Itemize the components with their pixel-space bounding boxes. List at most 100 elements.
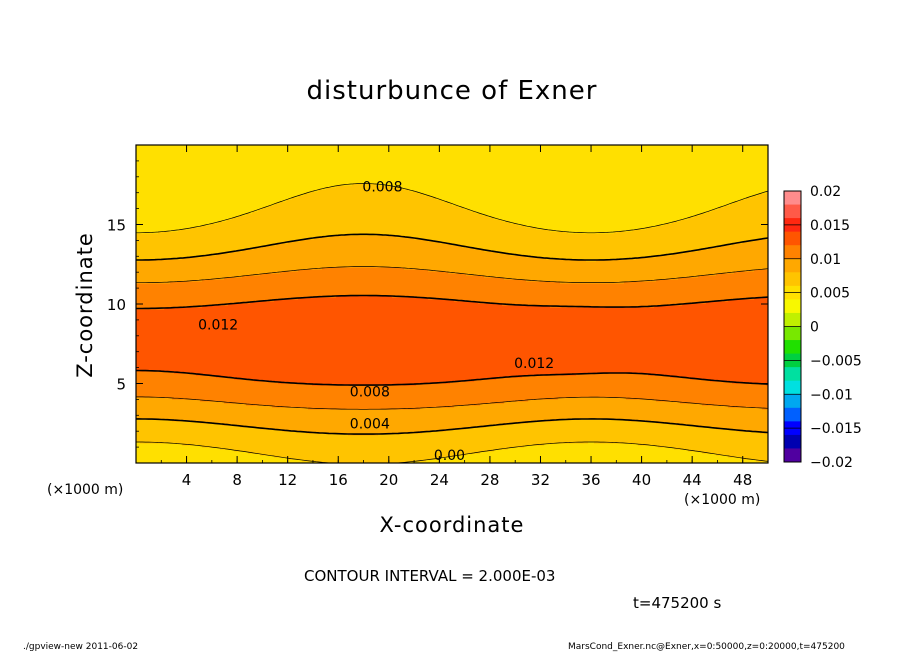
contour-fill-cell: [136, 343, 768, 346]
contour-fill-cell: [702, 451, 768, 454]
contour-fill-cell: [136, 311, 768, 314]
contour-fill-cell: [136, 337, 768, 340]
contour-fill-cell: [136, 243, 277, 246]
contour-fill-cell: [716, 427, 768, 430]
contour-fill-cell: [706, 211, 768, 214]
contour-fill-cell: [452, 203, 731, 206]
contour-fill-cell: [504, 401, 681, 404]
contour-fill-cell: [254, 379, 475, 382]
contour-fill-cell: [136, 341, 768, 344]
colorbar-swatch: [784, 299, 801, 314]
contour-fill-cell: [136, 429, 283, 432]
contour-fill-cell: [632, 229, 768, 232]
contour-fill-cell: [140, 259, 587, 262]
contour-fill-cell: [234, 377, 497, 380]
contour-fill-cell: [172, 397, 559, 400]
contour-fill-cell: [688, 449, 768, 452]
contour-fill-cell: [136, 217, 233, 220]
contour-fill-cell: [136, 283, 768, 286]
contour-fill-cell: [260, 273, 467, 276]
contour-fill-cell: [638, 443, 768, 446]
contour-fill-cell: [428, 297, 755, 300]
contour-fill-cell: [136, 323, 768, 326]
contour-fill-cell: [136, 273, 261, 276]
contour-fill-cell: [136, 409, 768, 412]
contour-fill-cell: [136, 349, 768, 352]
contour-fill-cell: [488, 215, 695, 218]
contour-labels: 0.008 0.012 0.012 0.008 0.004 0.00: [198, 179, 554, 464]
contour-fill-cell: [664, 223, 768, 226]
contour-fill-cell: [136, 187, 327, 190]
contour-fill-cell: [464, 207, 719, 210]
contour-fill-cell: [494, 449, 689, 452]
contour-fill-cell: [136, 397, 173, 400]
contour-fill-cell: [136, 241, 289, 244]
contour-fill-cell: [404, 267, 768, 270]
contour-fill-cell: [454, 405, 729, 408]
contour-fill-cell: [700, 213, 768, 216]
contour-fill-cell: [416, 383, 767, 386]
colorbar-label: −0.01: [810, 387, 853, 403]
contour-fill-cell: [526, 255, 657, 258]
contour-label: 0.012: [514, 356, 554, 372]
contour-fill-cell: [690, 377, 768, 380]
contour-fill-cell: [136, 317, 768, 320]
contour-fill-cell: [202, 279, 527, 282]
contour-fill-cell: [136, 439, 768, 442]
contour-fill-cell: [440, 241, 743, 244]
contour-fill-cell: [674, 447, 768, 450]
contour-fill-cell: [716, 453, 768, 456]
contour-fill-cell: [136, 263, 768, 266]
contour-fill-cell: [136, 425, 241, 428]
x-axis-unit: (×1000 m): [684, 492, 761, 508]
contour-fill-cell: [698, 249, 768, 252]
colorbar-swatch: [784, 340, 801, 354]
contour-fill-cell: [210, 223, 519, 226]
contour-fill-cell: [136, 149, 768, 152]
contour-fill-cell: [136, 261, 768, 264]
colorbar-label: 0.02: [810, 184, 841, 200]
x-tick-label: 24: [430, 471, 449, 489]
contour-fill-cell: [136, 319, 768, 322]
contour-fill-cell: [136, 355, 768, 358]
time-label: t=475200 s: [633, 594, 722, 612]
contour-fill-cell: [250, 301, 479, 304]
contour-fill-cell: [226, 219, 503, 222]
contour-fill-cell: [136, 433, 349, 436]
contour-fill-cell: [672, 253, 768, 256]
contour-fill-cell: [740, 199, 768, 202]
contour-fill-cell: [558, 397, 627, 400]
contour-fill-cell: [402, 187, 768, 190]
contour-fill-cell: [136, 379, 255, 382]
contour-fill-cell: [326, 187, 403, 190]
contour-fill-cell: [136, 233, 768, 236]
contour-fill-cell: [414, 237, 768, 240]
contour-fill-cell: [164, 307, 768, 310]
contour-fill-cell: [136, 371, 175, 374]
contour-fill-cell: [224, 401, 505, 404]
contour-fill-cell: [136, 351, 768, 354]
contour-fill-cell: [196, 373, 577, 376]
contour-fill-cell: [428, 239, 755, 242]
contour-fill-cell: [136, 287, 768, 290]
contour-fill-cell: [298, 269, 429, 272]
contour-fill-cell: [734, 201, 768, 204]
contour-fill-cell: [200, 225, 527, 228]
contour-fill-cell: [136, 325, 768, 328]
contour-fill-cell: [688, 217, 768, 220]
contour-fill-cell: [136, 305, 203, 308]
contour-fill-cell: [306, 431, 423, 434]
contour-fill-cell: [136, 361, 768, 364]
contour-fill-cell: [190, 227, 537, 230]
contour-fill-cell: [298, 297, 429, 300]
contour-fill-cell: [322, 267, 405, 270]
contour-fill-cell: [216, 253, 511, 256]
contour-line: [136, 233, 768, 435]
contour-fill-cell: [430, 195, 753, 198]
contour-fill-cell: [136, 315, 768, 318]
contour-fill-cell: [222, 423, 507, 426]
contour-fill-cell: [178, 229, 551, 232]
x-axis-ticks: 4 8 12 16 20 24 28 32 36 40 44 48: [160, 145, 769, 489]
x-tick-label: 36: [581, 471, 600, 489]
contour-fill-cell: [136, 213, 247, 216]
